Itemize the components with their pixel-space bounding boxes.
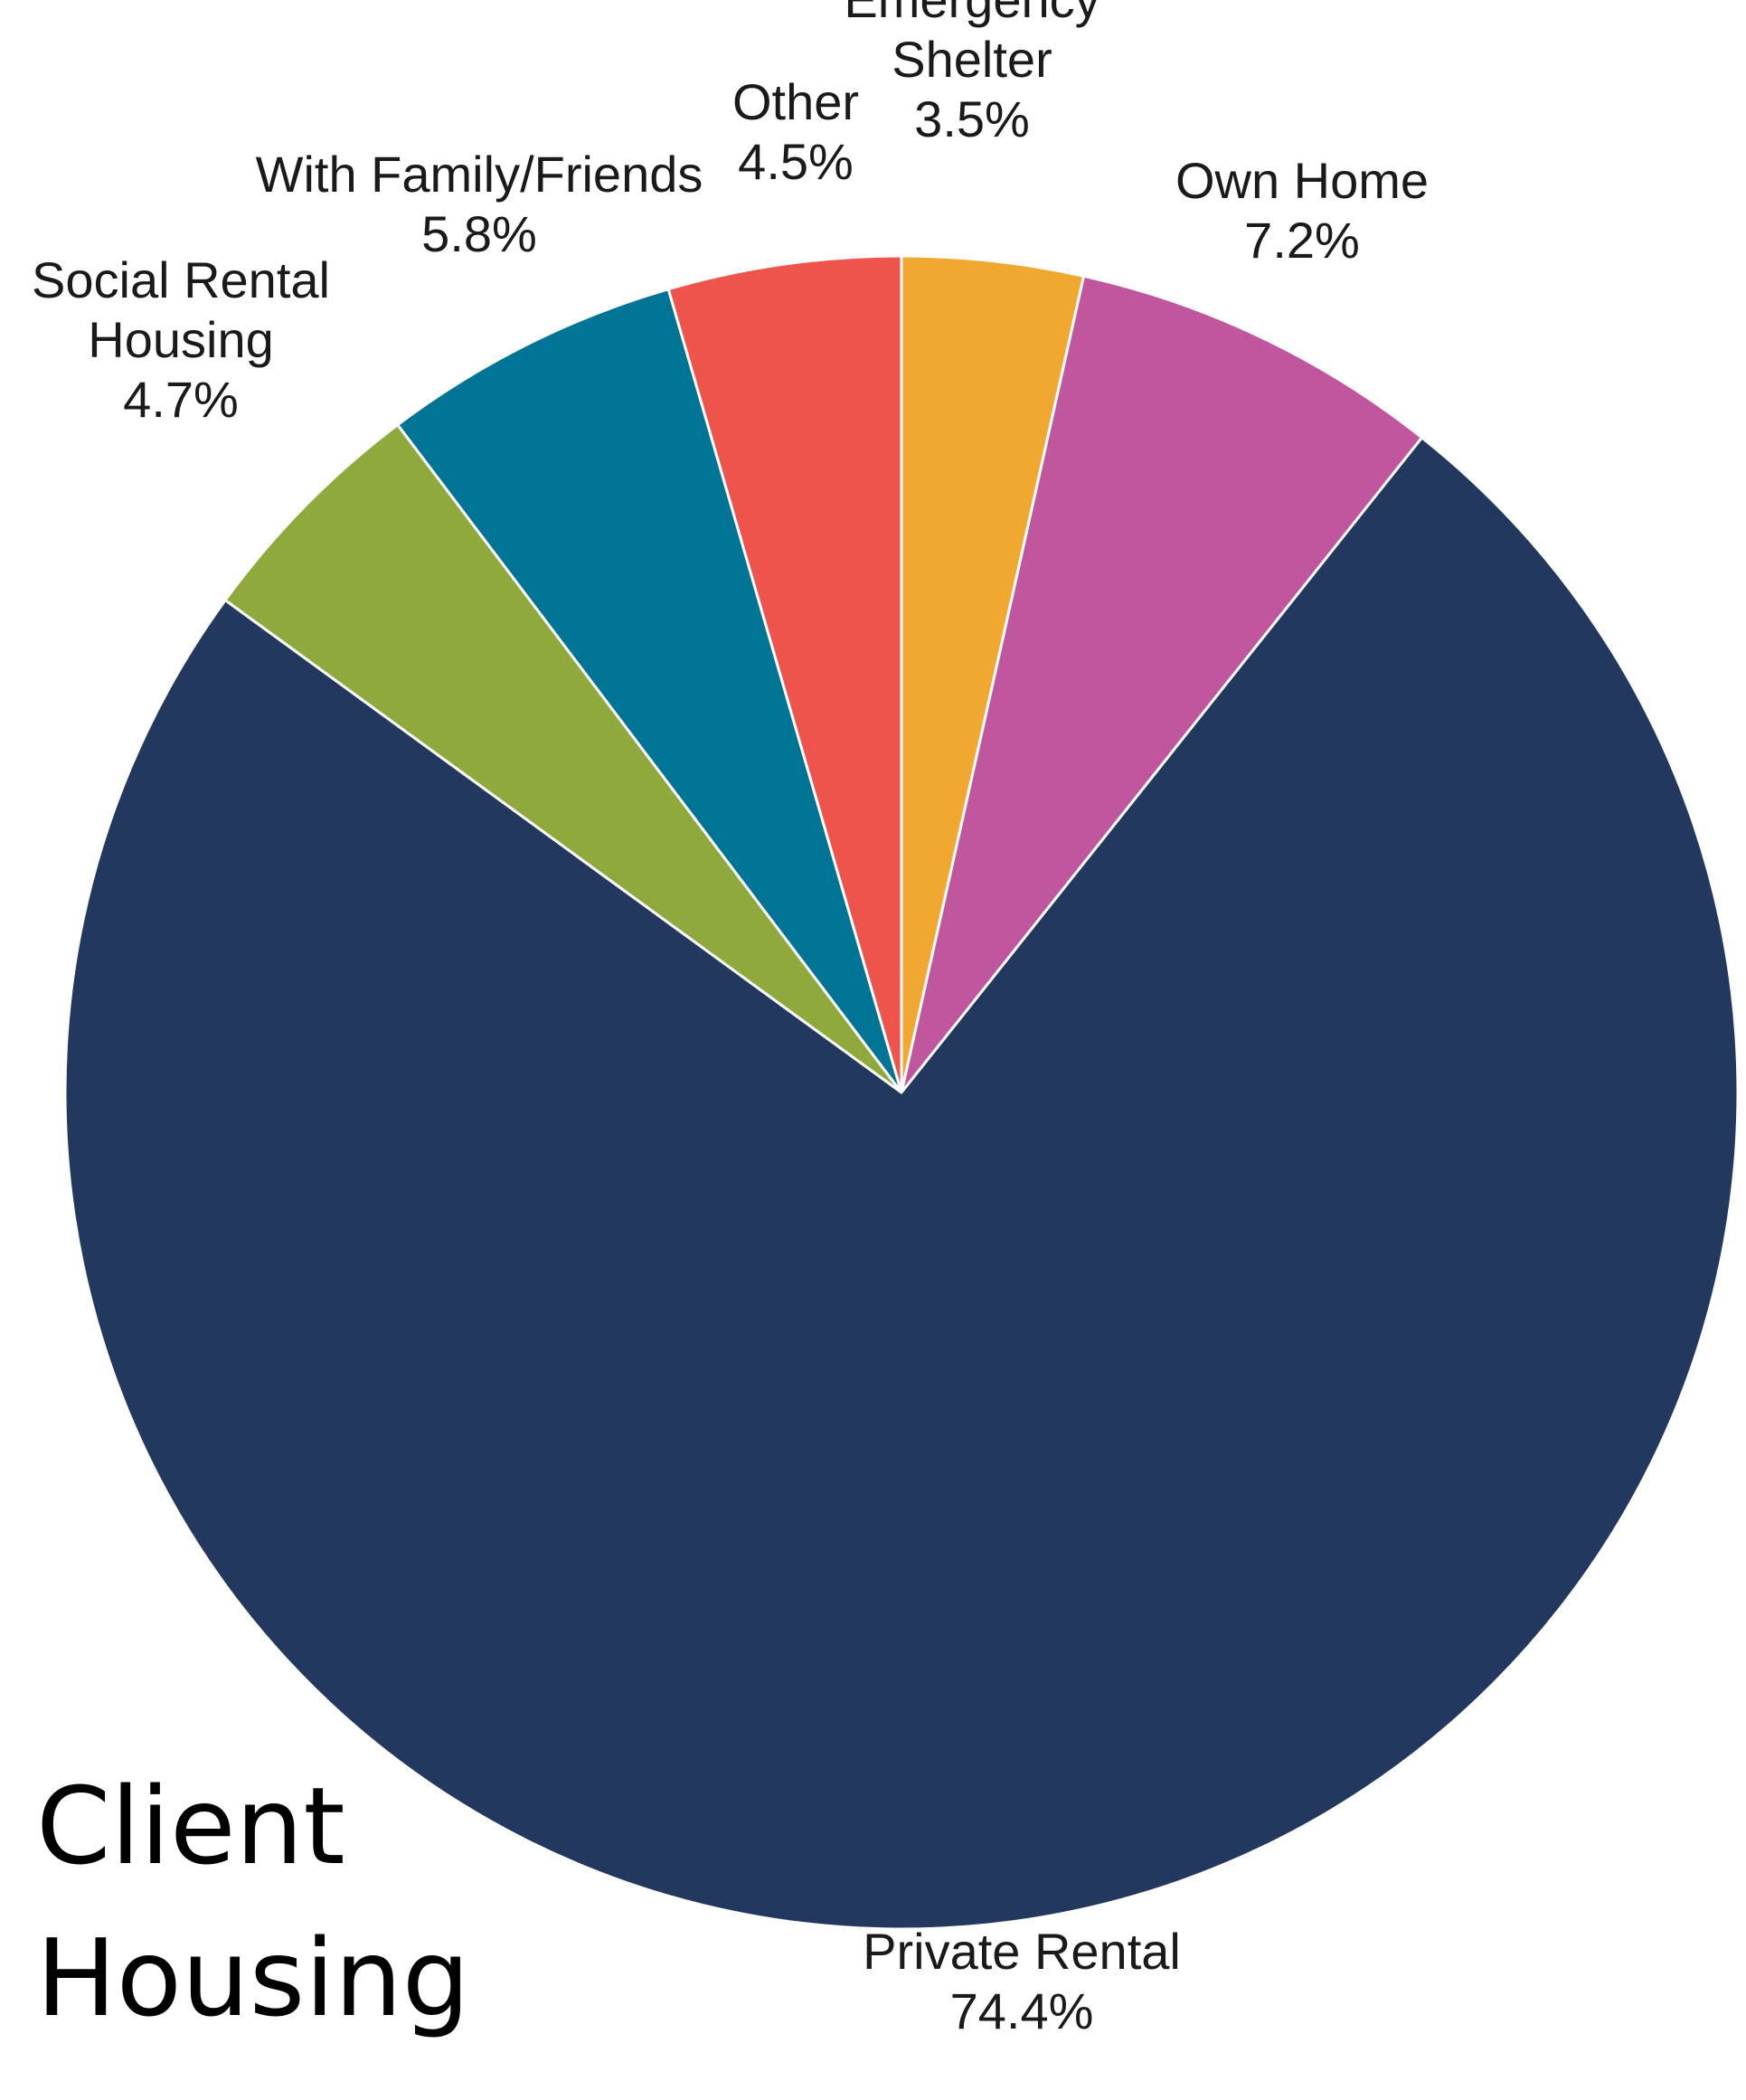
slice-category-label: Emergency bbox=[844, 0, 1100, 28]
pie-slice-with-family-friends bbox=[395, 287, 903, 1093]
slice-label-own-home: Own Home 7.2% bbox=[1175, 152, 1429, 269]
slice-label-other: Other 4.5% bbox=[732, 73, 859, 190]
slice-category-label: Other bbox=[732, 73, 859, 130]
slice-label-social-rental-housing: Social Rental Housing 4.7% bbox=[32, 251, 330, 428]
pie-slice-own-home bbox=[900, 274, 1424, 1093]
chart-title: Client Housing bbox=[36, 1764, 470, 2040]
chart-title-line-1: Client bbox=[36, 1764, 345, 1888]
slice-value-label: 7.2% bbox=[1244, 212, 1360, 269]
slice-category-label: Shelter bbox=[892, 31, 1052, 88]
slice-value-label: 3.5% bbox=[914, 90, 1030, 147]
pie-slice-other bbox=[666, 254, 903, 1093]
slice-value-label: 4.5% bbox=[738, 133, 854, 190]
slice-label-private-rental: Private Rental 74.4% bbox=[863, 1923, 1181, 2039]
pie-slices bbox=[63, 254, 1740, 1931]
slice-category-label: With Family/Friends bbox=[256, 146, 703, 203]
slice-value-label: 4.7% bbox=[123, 371, 239, 428]
slice-value-label: 5.8% bbox=[421, 205, 537, 262]
slice-value-label: 74.4% bbox=[950, 1982, 1094, 2039]
pie-slice-private-rental bbox=[63, 435, 1740, 1931]
pie-slice-social-rental-housing bbox=[223, 422, 903, 1094]
chart-title-line-2: Housing bbox=[36, 1916, 470, 2040]
slice-category-label: Private Rental bbox=[863, 1923, 1181, 1980]
slice-category-label: Own Home bbox=[1175, 152, 1429, 209]
slice-category-label: Housing bbox=[88, 311, 273, 368]
slice-label-with-family-friends: With Family/Friends 5.8% bbox=[256, 146, 703, 262]
slice-category-label: Social Rental bbox=[32, 251, 330, 308]
